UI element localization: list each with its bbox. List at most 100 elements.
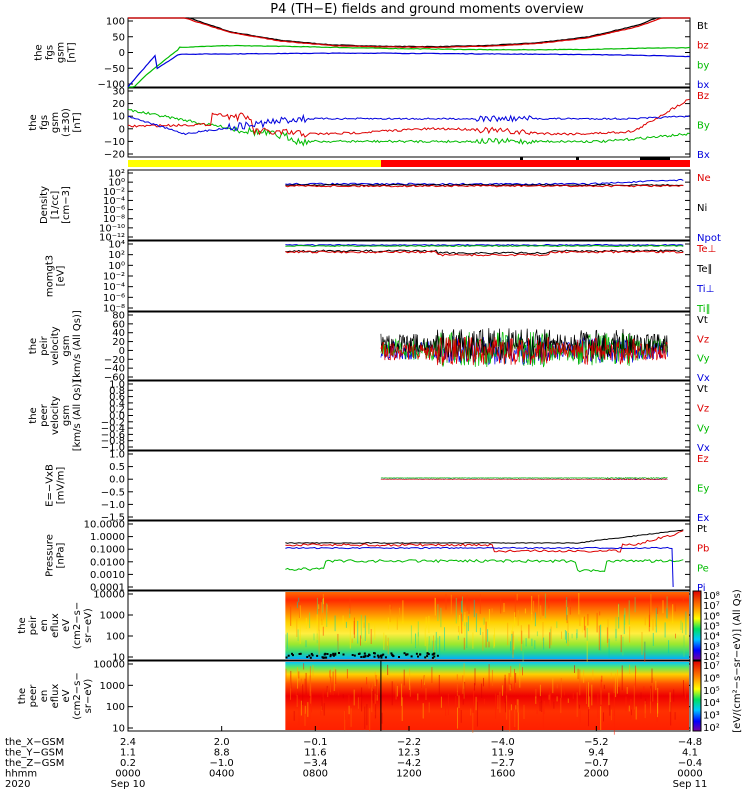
y-tick-label: 10 (112, 653, 125, 664)
spectrogram-streak (514, 594, 516, 617)
y-tick-label: 1.0 (109, 380, 125, 391)
spectrogram-streak (475, 613, 477, 633)
spectrogram-streak (286, 632, 288, 650)
spectrogram-streak (515, 705, 517, 710)
y-tick-label: −60 (104, 373, 125, 384)
spectrogram-streak (466, 594, 468, 611)
spectrogram-streak (607, 640, 609, 648)
time-axis-value: −0.4 (678, 758, 702, 769)
series-bx (127, 52, 691, 88)
spectrogram-streak (433, 635, 434, 655)
spectrogram-streak (509, 684, 511, 691)
y-tick-label: 10 (112, 724, 125, 735)
legend-entry: bz (697, 41, 709, 52)
y-axis-label: the (17, 617, 28, 633)
y-axis-label: gsm (61, 405, 72, 426)
spectrogram-streak (472, 632, 474, 649)
spectrogram-streak (445, 706, 447, 716)
spectrogram-streak (426, 637, 428, 659)
y-tick-label: 100 (106, 632, 125, 643)
y-axis-label: [nT] (72, 112, 83, 132)
spectrogram-streak (499, 691, 501, 713)
colorbar-tick: 10⁸ (703, 591, 720, 602)
spectrogram-streak (457, 707, 458, 729)
spectrogram-streak (484, 618, 486, 624)
spectrogram-streak (510, 630, 512, 636)
y-axis-label: momgt3 (45, 255, 56, 297)
spectrogram-streak (293, 710, 295, 721)
y-tick-label: 0 (119, 124, 125, 135)
series-Ti-par (285, 244, 684, 248)
spectrogram-streak (364, 615, 366, 641)
spectrogram-streak (320, 602, 322, 621)
time-axis-value: 1.1 (120, 748, 136, 759)
spectrogram-streak (318, 629, 320, 655)
spectrogram-peer_eflux (285, 661, 689, 735)
spectrogram-dot (329, 655, 332, 658)
spectrogram-streak (440, 696, 442, 708)
spectrogram-dot (426, 655, 429, 658)
y-axis-label: gsm (56, 42, 67, 63)
traces-temperature (285, 243, 684, 257)
spectrogram-streak (509, 709, 511, 732)
spectrogram-streak (672, 604, 674, 624)
y-tick-label: 10.0000 (84, 520, 125, 531)
spectrogram-streak (598, 625, 600, 651)
legend-entry: Pe (697, 563, 709, 574)
spectrogram-streak (615, 673, 617, 698)
spectrogram-streak (644, 701, 646, 719)
spectrogram-streak (587, 613, 589, 626)
y-tick-label: 10² (108, 169, 125, 180)
time-axis-value: 2.0 (214, 737, 230, 748)
spectrogram-streak (296, 695, 298, 707)
spectrogram-streak (517, 699, 519, 713)
y-tick-label: 30 (112, 87, 125, 98)
spectrogram-dot (353, 654, 356, 657)
spectrogram-streak (326, 685, 328, 693)
spectrogram-streak (525, 638, 527, 647)
spectrogram-streak (644, 617, 646, 626)
spectrogram-streak (640, 692, 642, 699)
spectrogram-streak (300, 678, 302, 686)
legend-entry: by (697, 60, 709, 71)
spectrogram-dot (342, 653, 345, 656)
spectrogram-fill (285, 592, 689, 659)
y-axis-label: Pressure (45, 534, 56, 577)
spectrogram-streak (550, 693, 551, 708)
legend-entry: Vy (697, 423, 710, 434)
panel-frame (127, 311, 691, 381)
spectrogram-streak (391, 681, 393, 706)
spectrogram-streak (517, 610, 519, 626)
spectrogram-streak (515, 673, 517, 683)
spectrogram-streak (350, 708, 352, 727)
y-axis-label: sr−eV) (83, 679, 94, 714)
time-axis-value: 8.8 (214, 748, 230, 759)
spectrogram-streak (510, 641, 511, 651)
quality-flag-bar (128, 157, 690, 167)
y-tick-label: 0.0 (109, 475, 125, 486)
spectrogram-dot (433, 652, 436, 655)
y-tick-label: 0 (119, 48, 125, 59)
spectrogram-dot (309, 656, 312, 659)
y-axis-label: [km/s (All Qs)] (72, 310, 83, 382)
spectrogram-streak (497, 695, 499, 710)
spectrogram-streak (333, 667, 335, 691)
spectrogram-dot (332, 652, 335, 655)
y-tick-label: 20 (112, 337, 125, 348)
spectrogram-streak (600, 687, 602, 705)
colorbar-tick: 10² (703, 652, 720, 663)
spectrogram-streak (422, 703, 424, 719)
legend-entry: Ti⊥ (696, 284, 714, 295)
spectrogram-streak (620, 634, 622, 653)
spectrogram-streak (548, 595, 550, 609)
time-axis-value: Sep 10 (111, 779, 146, 790)
spectrogram-streak (364, 706, 366, 729)
spectrogram-streak (424, 628, 426, 647)
spectrogram-streak (519, 663, 521, 688)
legend-entry: Te∥ (696, 264, 713, 275)
spectrogram-streak (373, 689, 375, 704)
spectrogram-streak (462, 675, 464, 694)
spectrogram-streak (462, 699, 464, 705)
y-axis-label: the (28, 114, 39, 130)
